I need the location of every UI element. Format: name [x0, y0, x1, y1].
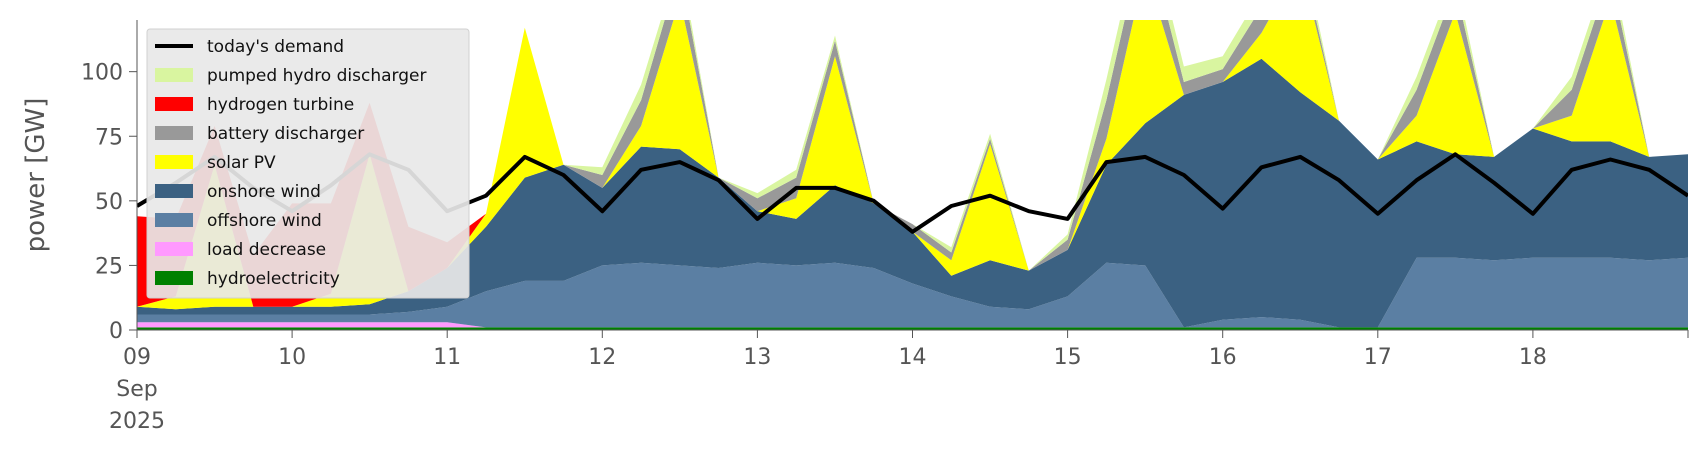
x-tick-month-label: Sep	[116, 377, 157, 402]
legend-swatch-hydroelectricity	[155, 271, 193, 285]
legend-swatch-onshore-wind	[155, 184, 193, 198]
legend-swatch-load-decrease	[155, 242, 193, 256]
legend-swatch-offshore-wind	[155, 213, 193, 227]
legend-label-pumped-hydro-discharger: pumped hydro discharger	[207, 66, 426, 86]
y-tick-label: 100	[81, 61, 123, 86]
x-tick-label: 09	[123, 345, 151, 370]
x-tick-label: 15	[1054, 345, 1082, 370]
y-axis-label: power [GW]	[21, 98, 51, 253]
legend-label-hydrogen-turbine: hydrogen turbine	[207, 95, 354, 115]
y-tick-label: 50	[95, 190, 123, 215]
area-solar-pv	[137, 20, 1688, 310]
legend-swatch-hydrogen-turbine	[155, 97, 193, 111]
legend: today's demand pumped hydro discharger hyd…	[146, 28, 470, 299]
x-tick-label: 18	[1519, 345, 1547, 370]
x-axis: 09 Sep 2025 10 11 12 13 14 15 16 17 18	[109, 329, 1689, 434]
x-tick-label: 12	[588, 345, 616, 370]
y-tick-label: 75	[95, 125, 123, 150]
legend-label-hydroelectricity: hydroelectricity	[207, 269, 340, 289]
area-hydroelectricity	[137, 327, 1688, 330]
area-onshore-wind	[137, 58, 1688, 328]
x-tick-label: 10	[278, 345, 306, 370]
legend-swatch-solar-pv	[155, 155, 193, 169]
x-tick-year-label: 2025	[109, 409, 165, 434]
legend-label-offshore-wind: offshore wind	[207, 211, 322, 231]
legend-label-battery-discharger: battery discharger	[207, 124, 364, 144]
area-load-decrease	[137, 322, 1688, 328]
x-tick-label: 17	[1364, 345, 1392, 370]
legend-swatch-battery-discharger	[155, 126, 193, 140]
y-tick-label: 25	[95, 254, 123, 279]
x-tick-label: 16	[1209, 345, 1237, 370]
legend-box	[146, 28, 470, 299]
legend-swatch-pumped-hydro-discharger	[155, 68, 193, 82]
x-tick-label: 13	[743, 345, 771, 370]
legend-label-load-decrease: load decrease	[207, 240, 326, 260]
legend-label-solar-pv: solar PV	[207, 153, 276, 173]
legend-label-today-s-demand: today's demand	[207, 37, 344, 57]
x-tick-label: 14	[899, 345, 927, 370]
area-offshore-wind	[137, 257, 1688, 328]
x-tick-label: 11	[433, 345, 461, 370]
legend-label-onshore-wind: onshore wind	[207, 182, 321, 202]
y-tick-label: 0	[109, 319, 123, 344]
y-axis: 0 25 50 75 100 power [GW]	[21, 20, 138, 344]
